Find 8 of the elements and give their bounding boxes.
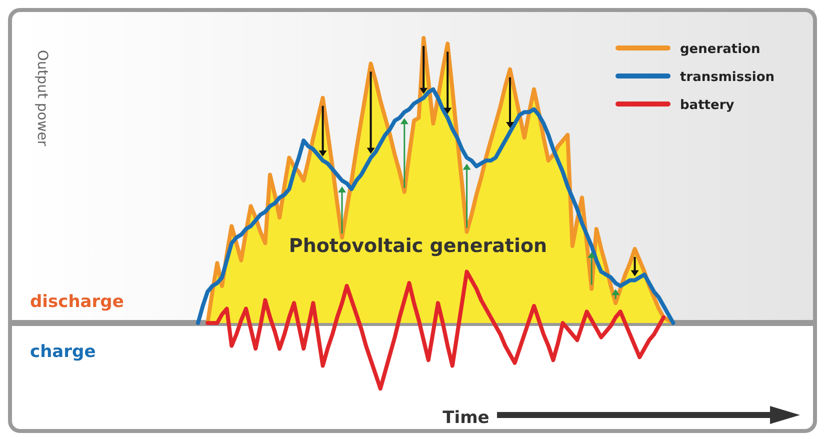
legend-label: battery [680, 98, 735, 113]
legend-label: transmission [680, 70, 775, 85]
text: discharge [30, 292, 124, 312]
legend-label: generation [680, 42, 760, 57]
annotation: Photovoltaic generation [288, 235, 548, 257]
text: charge [30, 342, 96, 362]
text: Output power [34, 50, 50, 146]
x-axis-title: Time [442, 408, 490, 428]
